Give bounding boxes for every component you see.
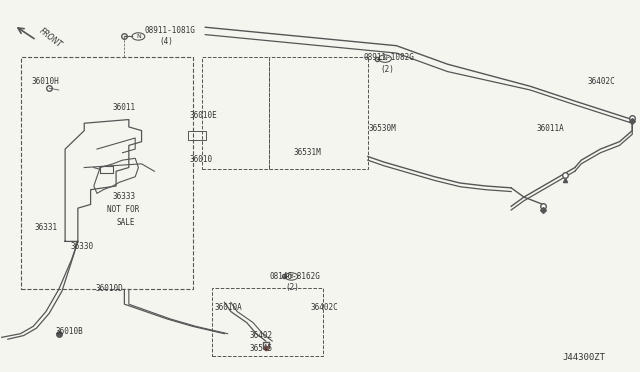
- Bar: [269, 57, 368, 169]
- Text: 36010B: 36010B: [56, 327, 83, 336]
- Text: 36011: 36011: [113, 103, 136, 112]
- Text: (2): (2): [380, 64, 394, 74]
- Text: 08146-8162G: 08146-8162G: [269, 272, 320, 281]
- Text: NOT FOR: NOT FOR: [106, 205, 139, 214]
- Text: 36331: 36331: [35, 223, 58, 232]
- Bar: [212, 288, 323, 356]
- Text: N: N: [136, 34, 141, 39]
- Bar: [188, 131, 206, 140]
- Text: 36333: 36333: [113, 192, 136, 201]
- Text: 36530M: 36530M: [369, 124, 396, 133]
- Bar: [202, 57, 269, 169]
- Text: J44300ZT: J44300ZT: [562, 353, 605, 362]
- Text: 36545: 36545: [250, 344, 273, 353]
- Text: N: N: [383, 56, 387, 61]
- Text: 36531M: 36531M: [293, 148, 321, 157]
- Text: 36010E: 36010E: [189, 111, 217, 120]
- Text: (4): (4): [159, 37, 173, 46]
- Text: (2): (2): [285, 283, 299, 292]
- Text: 36402C: 36402C: [310, 303, 338, 312]
- Text: 36402C: 36402C: [588, 77, 616, 86]
- Bar: [20, 57, 193, 289]
- Text: 36010: 36010: [189, 155, 212, 164]
- Text: 08911-1081G: 08911-1081G: [145, 26, 196, 35]
- Text: 36010A: 36010A: [215, 304, 243, 312]
- Text: 36330: 36330: [70, 242, 93, 251]
- Text: SALE: SALE: [116, 218, 134, 227]
- Text: FRONT: FRONT: [38, 26, 64, 49]
- Text: 36010D: 36010D: [96, 284, 124, 293]
- Text: B: B: [289, 274, 293, 279]
- Text: 36402: 36402: [250, 331, 273, 340]
- Text: 36010H: 36010H: [32, 77, 60, 86]
- Text: 08911-1082G: 08911-1082G: [364, 54, 414, 62]
- Text: 36011A: 36011A: [537, 124, 564, 132]
